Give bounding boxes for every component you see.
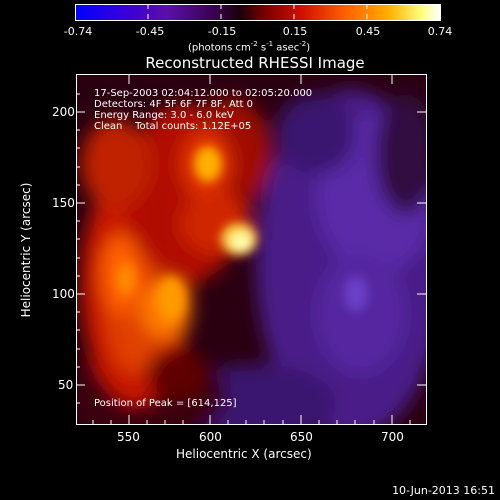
annotation-time-range: 17-Sep-2003 02:04:12.000 to 02:05:20.000 [94, 88, 313, 99]
annotation-clean-counts: Clean Total counts: 1.12E+05 [94, 121, 252, 132]
colorbar-tick-label: 0.74 [427, 25, 453, 38]
y-tick-label: 200 [52, 105, 75, 119]
footer-timestamp: 10-Jun-2013 16:51 [392, 484, 495, 497]
colorbar-tick-label: -0.45 [135, 25, 165, 38]
colorbar-tick-label: 0.45 [355, 25, 381, 38]
plot-title: Reconstructed RHESSI Image [145, 54, 365, 72]
colorbar-tick-label: 0.15 [282, 25, 308, 38]
colorbar-ticks [75, 4, 440, 19]
y-axis-label: Heliocentric Y (arcsec) [19, 182, 33, 318]
y-tick-label: 150 [52, 196, 75, 210]
x-tick-label: 550 [117, 430, 140, 444]
annotation-peak-position: Position of Peak = [614,125] [94, 398, 237, 409]
annotation-energy-range: Energy Range: 3.0 - 6.0 keV [94, 110, 234, 121]
colorbar [75, 4, 441, 21]
colorbar-tick-label: -0.74 [63, 25, 93, 38]
annotation-detectors: Detectors: 4F 5F 6F 7F 8F, Att 0 [94, 99, 254, 110]
y-tick-label: 100 [52, 287, 75, 301]
x-tick-label: 700 [381, 430, 404, 444]
x-axis-label: Heliocentric X (arcsec) [176, 447, 312, 461]
rhessi-image [76, 74, 426, 424]
y-tick-label: 50 [58, 378, 74, 392]
colorbar-unit-label: (photons cm-2 s-1 asec-2) [188, 40, 311, 54]
x-tick-label: 600 [199, 430, 222, 444]
colorbar-tick-label: -0.15 [207, 25, 237, 38]
x-tick-label: 650 [290, 430, 313, 444]
